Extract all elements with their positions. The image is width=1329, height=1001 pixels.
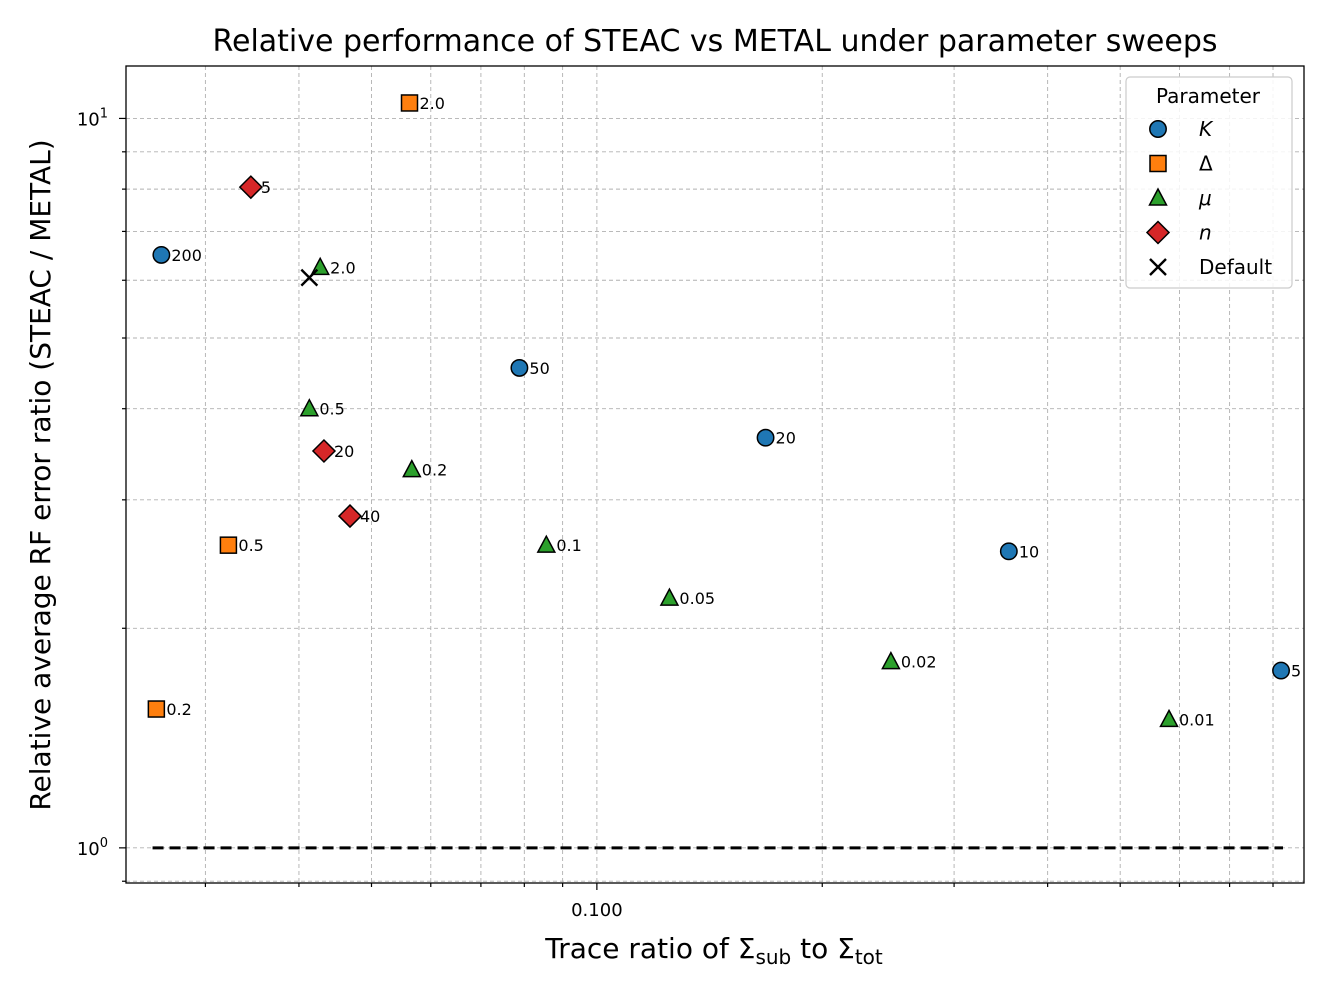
point-k — [510, 358, 529, 377]
x-tick-label: 0.100 — [571, 900, 623, 921]
chart-title: Relative performance of STEAC vs METAL u… — [212, 24, 1217, 59]
point-n — [337, 504, 363, 529]
point-label-n: 5 — [261, 178, 271, 197]
legend-label: Δ — [1199, 152, 1213, 176]
point-delta — [147, 700, 166, 718]
point-label-k: 50 — [529, 359, 549, 378]
point-label-n: 40 — [360, 507, 380, 526]
point-k — [152, 245, 171, 264]
point-label-k: 5 — [1291, 662, 1301, 681]
point-k — [756, 428, 775, 447]
y-tick-label: 101 — [77, 106, 108, 130]
legend-label: Default — [1199, 255, 1272, 279]
point-label-mu: 0.1 — [556, 536, 581, 555]
point-label-k: 200 — [171, 246, 202, 265]
legend-marker — [1145, 220, 1171, 245]
point-label-mu: 0.05 — [679, 589, 715, 608]
point-label-mu: 0.2 — [422, 461, 447, 480]
point-mu — [881, 651, 901, 670]
point-k — [999, 542, 1018, 561]
point-delta — [219, 536, 238, 554]
axes: 0.100 100 101 — [77, 65, 1305, 921]
point-label-mu: 0.5 — [319, 400, 344, 419]
point-label-mu: 0.01 — [1179, 710, 1215, 729]
legend-marker — [1148, 187, 1168, 206]
point-label-n: 20 — [334, 442, 354, 461]
plot-frame — [125, 65, 1305, 884]
data-points: 200 50 20 10 5 0.2 0.5 2.0 0.5 2.0 0.2 0.1 0.05 0.02 0… — [147, 94, 1301, 729]
point-k — [1272, 661, 1290, 680]
point-label-mu: 0.02 — [901, 653, 937, 672]
legend-label: n — [1199, 221, 1212, 245]
legend-box — [1125, 76, 1293, 289]
legend-marker — [1149, 258, 1167, 276]
point-label-delta: 2.0 — [420, 94, 445, 113]
x-axis-label: Trace ratio of Σsub to Σtot — [544, 932, 883, 969]
point-label-k: 20 — [776, 429, 796, 448]
grid — [126, 66, 1304, 883]
point-default — [300, 268, 319, 287]
point-mu — [1159, 708, 1179, 728]
legend-label: μ — [1198, 186, 1212, 210]
point-mu — [402, 459, 422, 478]
point-mu — [536, 534, 557, 553]
point-delta — [400, 94, 419, 112]
point-n — [311, 438, 337, 464]
legend-marker — [1149, 120, 1167, 138]
point-label-k: 10 — [1019, 542, 1039, 561]
legend-marker — [1149, 154, 1167, 173]
y-tick-label: 100 — [77, 836, 108, 860]
y-axis-label: Relative average RF error ratio (STEAC /… — [24, 139, 57, 810]
legend-title: Parameter — [1156, 84, 1261, 108]
point-label-mu: 2.0 — [330, 258, 355, 277]
point-label-delta: 0.2 — [166, 700, 191, 719]
point-mu — [659, 587, 680, 606]
point-label-delta: 0.5 — [238, 536, 263, 555]
point-n — [238, 175, 263, 200]
point-mu — [299, 398, 320, 417]
legend-label: K — [1199, 117, 1214, 141]
